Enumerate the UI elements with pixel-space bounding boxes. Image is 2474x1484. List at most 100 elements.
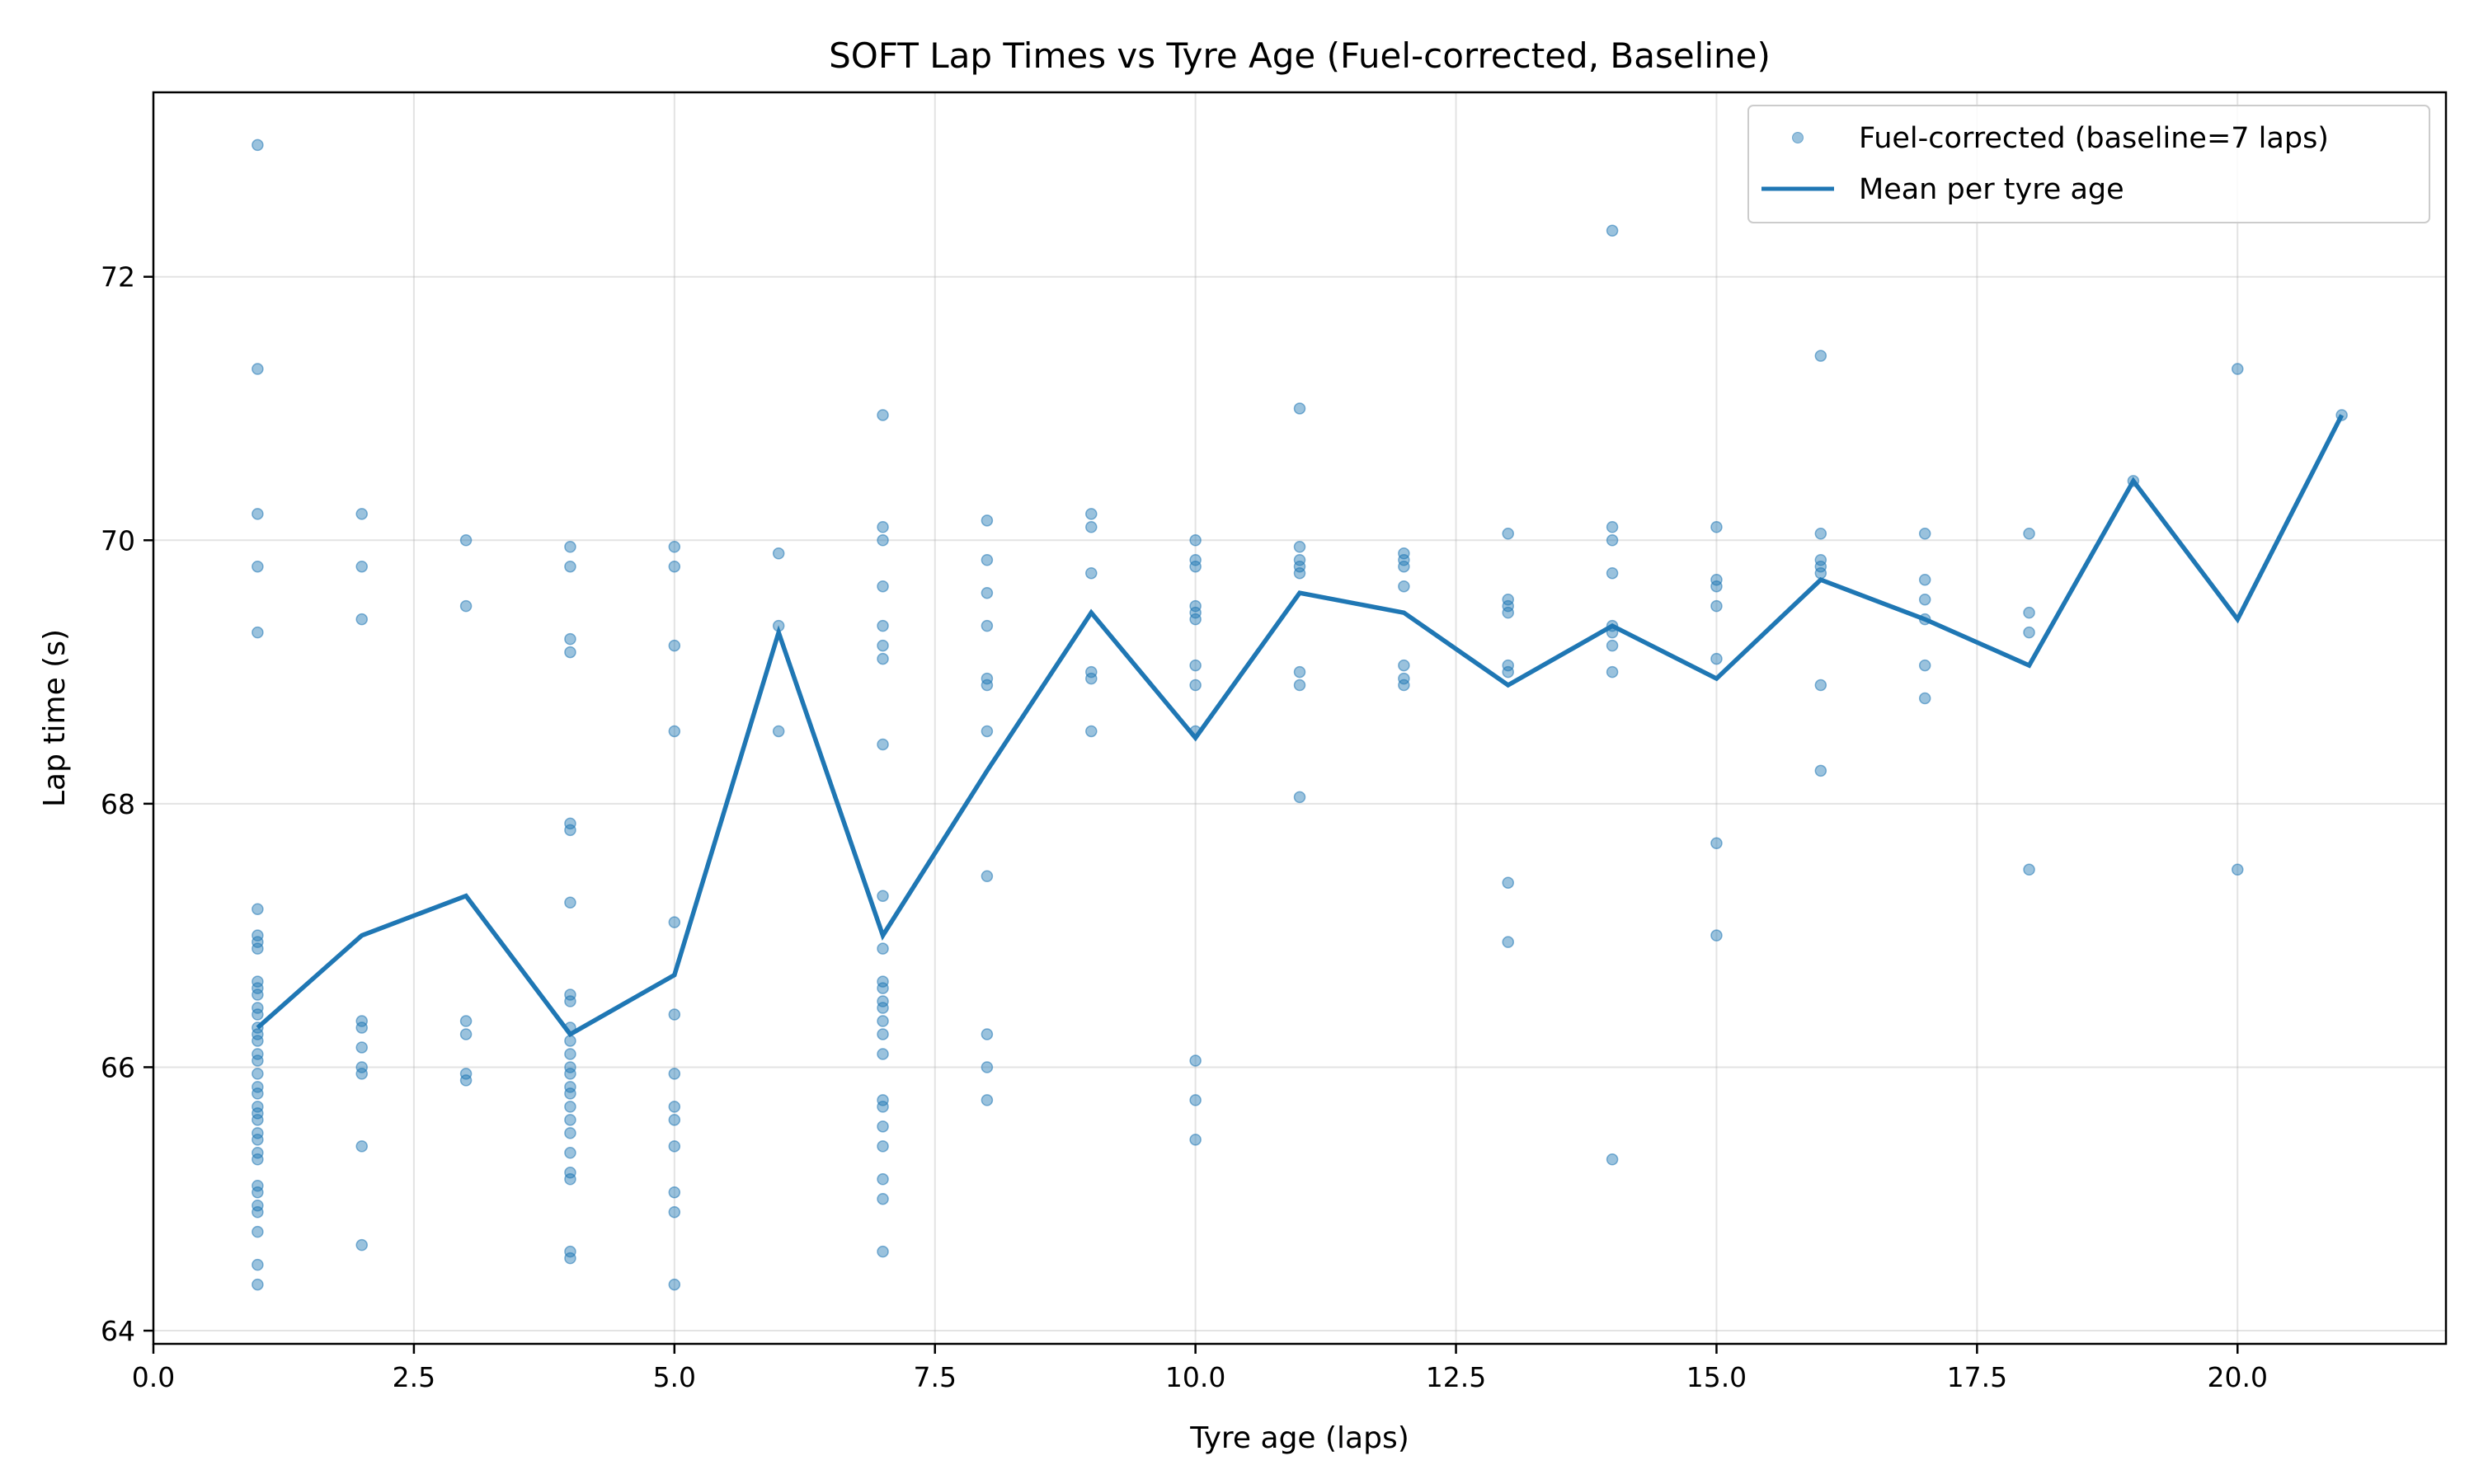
scatter-point xyxy=(564,646,576,659)
scatter-point xyxy=(1502,599,1514,613)
scatter-point xyxy=(1814,554,1827,566)
scatter-point xyxy=(252,363,264,375)
scatter-point xyxy=(2023,863,2035,876)
scatter-point xyxy=(1293,566,1306,580)
scatter-point xyxy=(1710,652,1723,665)
scatter-point xyxy=(252,560,264,573)
x-tick-label: 2.5 xyxy=(393,1361,435,1393)
scatter-point xyxy=(564,1061,576,1073)
scatter-point xyxy=(1710,521,1723,533)
scatter-point xyxy=(252,1107,264,1120)
scatter-point xyxy=(877,1140,889,1153)
scatter-point xyxy=(981,514,994,527)
scatter-point xyxy=(252,1127,264,1139)
scatter-point xyxy=(981,672,994,685)
scatter-point xyxy=(564,817,576,830)
x-tick-label: 5.0 xyxy=(653,1361,696,1393)
scatter-point xyxy=(1398,547,1410,560)
x-axis-ticks: 0.0 2.5 5.0 7.5 10.0 12.5 15.0 17.5 20.0 xyxy=(132,1344,2268,1393)
scatter-point xyxy=(355,1140,368,1153)
scatter-point xyxy=(981,1094,994,1106)
scatter-point xyxy=(564,632,576,646)
scatter-point xyxy=(252,1101,264,1113)
scatter-point xyxy=(564,896,576,909)
mean-line-series xyxy=(256,414,2345,1038)
scatter-point xyxy=(877,738,889,751)
scatter-point xyxy=(1502,593,1514,606)
scatter-point xyxy=(252,1278,264,1291)
scatter-point xyxy=(668,1205,681,1219)
scatter-point xyxy=(877,521,889,533)
scatter-point xyxy=(1085,725,1098,738)
scatter-point xyxy=(252,1048,264,1060)
scatter-point xyxy=(1606,665,1619,679)
scatter-point xyxy=(252,1147,264,1159)
y-tick-label: 66 xyxy=(101,1051,135,1083)
scatter-point xyxy=(1502,876,1514,889)
scatter-point xyxy=(877,534,889,547)
scatter-point xyxy=(355,613,368,626)
scatter-point xyxy=(1606,566,1619,580)
scatter-point xyxy=(1502,936,1514,948)
scatter-point xyxy=(564,1081,576,1093)
scatter-point xyxy=(1606,224,1619,237)
scatter-point xyxy=(564,541,576,553)
scatter-point xyxy=(877,1173,889,1186)
scatter-point xyxy=(1189,554,1202,566)
scatter-point xyxy=(252,1002,264,1014)
scatter-point xyxy=(252,1225,264,1238)
scatter-point xyxy=(981,586,994,599)
scatter-point xyxy=(1710,599,1723,613)
scatter-point xyxy=(564,1114,576,1126)
scatter-point xyxy=(355,1041,368,1054)
scatter-point xyxy=(459,1074,473,1087)
x-axis-label: Tyre age (laps) xyxy=(1189,1421,1409,1455)
scatter-point xyxy=(1293,665,1306,679)
scatter-point xyxy=(668,725,681,738)
scatter-point xyxy=(1710,580,1723,593)
scatter-point xyxy=(877,652,889,665)
scatter-series xyxy=(252,139,2348,1291)
scatter-point xyxy=(1189,534,1202,547)
scatter-point xyxy=(1814,566,1827,580)
scatter-point xyxy=(564,560,576,573)
scatter-point xyxy=(1814,528,1827,540)
scatter-point xyxy=(1189,599,1202,613)
scatter-point xyxy=(1606,639,1619,652)
scatter-point xyxy=(1189,606,1202,619)
scatter-point xyxy=(252,139,264,152)
scatter-point xyxy=(252,942,264,955)
scatter-point xyxy=(1293,679,1306,692)
scatter-point xyxy=(252,1134,264,1146)
scatter-point xyxy=(1502,665,1514,679)
scatter-point xyxy=(355,508,368,520)
scatter-point xyxy=(459,534,473,547)
scatter-point xyxy=(1710,929,1723,942)
scatter-point xyxy=(564,1252,576,1265)
scatter-point xyxy=(877,1002,889,1014)
legend: Fuel-corrected (baseline=7 laps) Mean pe… xyxy=(1747,105,2430,223)
scatter-point xyxy=(1502,659,1514,672)
scatter-point xyxy=(877,1028,889,1040)
scatter-point xyxy=(355,1238,368,1252)
scatter-point xyxy=(877,1245,889,1258)
scatter-point xyxy=(1189,1134,1202,1146)
scatter-point xyxy=(1918,692,1931,705)
grid xyxy=(153,92,2446,1344)
scatter-point xyxy=(564,1101,576,1113)
scatter-point xyxy=(981,725,994,738)
scatter-point xyxy=(1293,554,1306,566)
scatter-point xyxy=(981,554,994,566)
scatter-point xyxy=(355,1068,368,1080)
y-tick-label: 64 xyxy=(101,1315,135,1347)
scatter-point xyxy=(1710,573,1723,586)
scatter-point xyxy=(1189,1054,1202,1067)
scatter-point xyxy=(2232,363,2244,375)
scatter-point xyxy=(877,995,889,1007)
plot-area-frame xyxy=(152,91,2448,1345)
y-axis-label: Lap time (s) xyxy=(38,629,72,807)
scatter-point xyxy=(981,1028,994,1040)
legend-scatter-label: Fuel-corrected (baseline=7 laps) xyxy=(1859,122,2329,155)
